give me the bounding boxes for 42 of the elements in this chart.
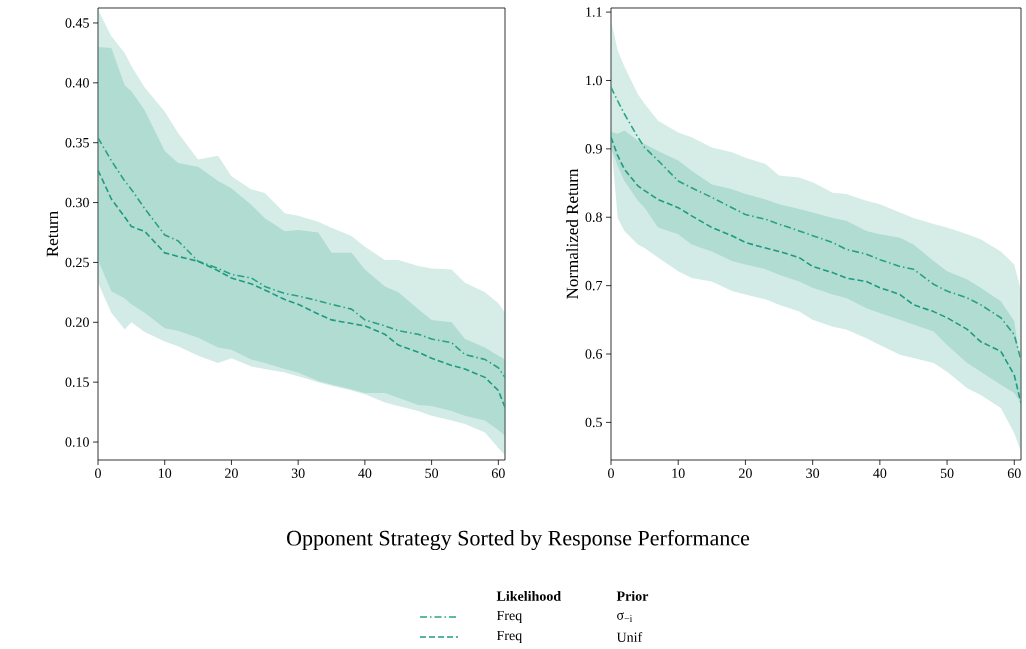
- y-tick-label: 0.5: [585, 417, 602, 428]
- text: σ$_{−i}$: [617, 612, 633, 622]
- line-series: [98, 169, 505, 409]
- y-tick-label: 0.40: [65, 78, 89, 88]
- x-tick-label: 40: [358, 468, 372, 478]
- y-tick-label: 0.15: [65, 377, 89, 387]
- y-tick-label: 0.45: [65, 18, 89, 28]
- x-tick-label: 30: [291, 468, 305, 478]
- x-tick-label: 0: [608, 468, 614, 478]
- x-tick-label: 60: [491, 468, 505, 478]
- y-tick-label: 0.20: [65, 317, 89, 328]
- x-tick-label: 50: [940, 468, 954, 478]
- y-tick-label: 0.6: [585, 349, 603, 359]
- x-tick-label: 30: [806, 468, 820, 478]
- line-series: [611, 136, 1021, 405]
- x-tick-label: 10: [158, 468, 172, 478]
- line-series: [98, 137, 505, 379]
- x-tick-label: 50: [425, 468, 439, 478]
- y-tick-label: 1.0: [586, 75, 602, 86]
- x-axis-title: Opponent Strategy Sorted by Response Performance: [287, 529, 750, 551]
- x-tick-label: 10: [672, 468, 685, 478]
- text: Freq: [496, 630, 522, 644]
- y-tick-label: 0.7: [585, 280, 603, 291]
- y-tick-label: 1.1: [586, 7, 602, 17]
- legend-title: Likelihood: [496, 591, 561, 601]
- y-tick-label: 0.35: [65, 137, 89, 148]
- y-tick-label: 0.8: [585, 212, 602, 223]
- x-tick-label: 60: [1007, 468, 1021, 478]
- line-series: [611, 86, 1021, 361]
- y-tick-label: 0.25: [65, 257, 89, 268]
- y-axis-title: Normalized Return: [566, 168, 579, 299]
- x-tick-label: 40: [873, 468, 887, 478]
- y-tick-label: 0.30: [65, 197, 89, 208]
- text: Freq: [496, 610, 522, 624]
- text: Prior: [616, 591, 649, 601]
- y-tick-label: 0.10: [65, 437, 89, 447]
- x-tick-label: 0: [95, 468, 101, 478]
- y-axis-title: Return: [46, 211, 59, 257]
- y-tick-label: 0.9: [585, 144, 602, 154]
- text: Unif: [616, 632, 643, 642]
- x-tick-label: 20: [225, 468, 238, 478]
- x-tick-label: 20: [739, 468, 752, 478]
